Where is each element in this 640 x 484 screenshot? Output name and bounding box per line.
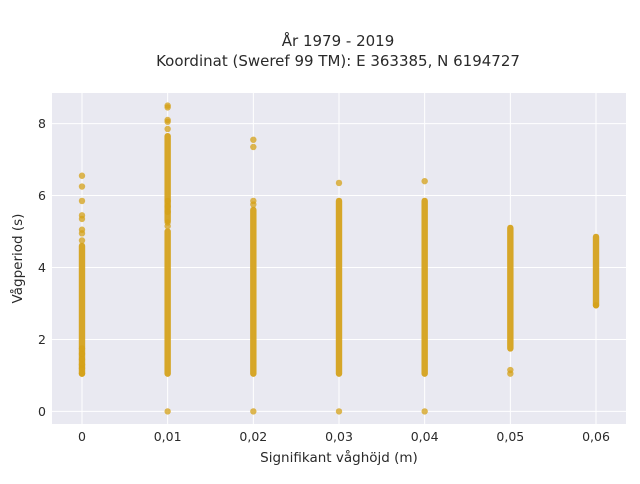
x-tick-label: 0,02 bbox=[239, 429, 267, 444]
x-tick-label: 0,03 bbox=[325, 429, 353, 444]
x-tick-label: 0,05 bbox=[496, 429, 524, 444]
x-tick-label: 0,06 bbox=[582, 429, 610, 444]
data-point-cluster bbox=[592, 233, 600, 309]
y-axis-title: Vågperiod (s) bbox=[9, 214, 26, 304]
data-point bbox=[164, 102, 171, 109]
y-tick-label: 8 bbox=[38, 116, 46, 131]
data-point bbox=[78, 183, 86, 190]
x-tick-label: 0 bbox=[78, 429, 86, 444]
data-point bbox=[78, 361, 86, 368]
data-point bbox=[421, 177, 428, 185]
data-point bbox=[250, 408, 257, 415]
y-tick-label: 4 bbox=[38, 260, 46, 275]
data-point bbox=[78, 356, 86, 363]
data-point-cluster bbox=[164, 228, 171, 377]
data-point bbox=[507, 366, 514, 374]
data-point bbox=[78, 345, 86, 352]
x-tick-label: 0,01 bbox=[154, 429, 182, 444]
y-tick-label: 6 bbox=[38, 188, 46, 203]
axis-ticks: 0 0,01 0,02 0,03 0,04 0,05 0,06 0 2 4 6 8 bbox=[38, 116, 610, 444]
data-point bbox=[164, 408, 171, 415]
data-point-cluster bbox=[78, 242, 86, 377]
data-point-cluster bbox=[507, 224, 514, 352]
chart-subtitle: Koordinat (Sweref 99 TM): E 363385, N 61… bbox=[156, 52, 520, 70]
data-point bbox=[78, 212, 86, 219]
data-point bbox=[335, 179, 343, 187]
data-point bbox=[335, 408, 343, 415]
x-axis-title: Signifikant våghöjd (m) bbox=[260, 449, 418, 466]
data-point bbox=[78, 237, 86, 244]
data-point-cluster bbox=[421, 197, 428, 377]
chart-title: År 1979 - 2019 bbox=[282, 31, 395, 50]
data-point bbox=[250, 197, 257, 205]
data-point bbox=[250, 136, 257, 143]
y-tick-label: 0 bbox=[38, 404, 46, 419]
data-point bbox=[421, 408, 428, 415]
data-point bbox=[78, 172, 86, 179]
data-point bbox=[164, 197, 171, 205]
data-point bbox=[164, 208, 171, 215]
x-tick-label: 0,04 bbox=[411, 429, 439, 444]
y-tick-label: 2 bbox=[38, 332, 46, 347]
data-point bbox=[164, 116, 171, 124]
data-point bbox=[78, 350, 86, 358]
data-point bbox=[250, 143, 257, 151]
data-point-cluster bbox=[250, 206, 257, 377]
data-point bbox=[592, 302, 600, 309]
data-point bbox=[78, 197, 86, 205]
data-point bbox=[78, 370, 86, 377]
data-point bbox=[78, 226, 86, 233]
data-point-cluster bbox=[335, 197, 343, 377]
data-point bbox=[164, 125, 171, 133]
data-points bbox=[78, 102, 600, 415]
data-point bbox=[164, 219, 171, 226]
data-point bbox=[164, 203, 171, 210]
